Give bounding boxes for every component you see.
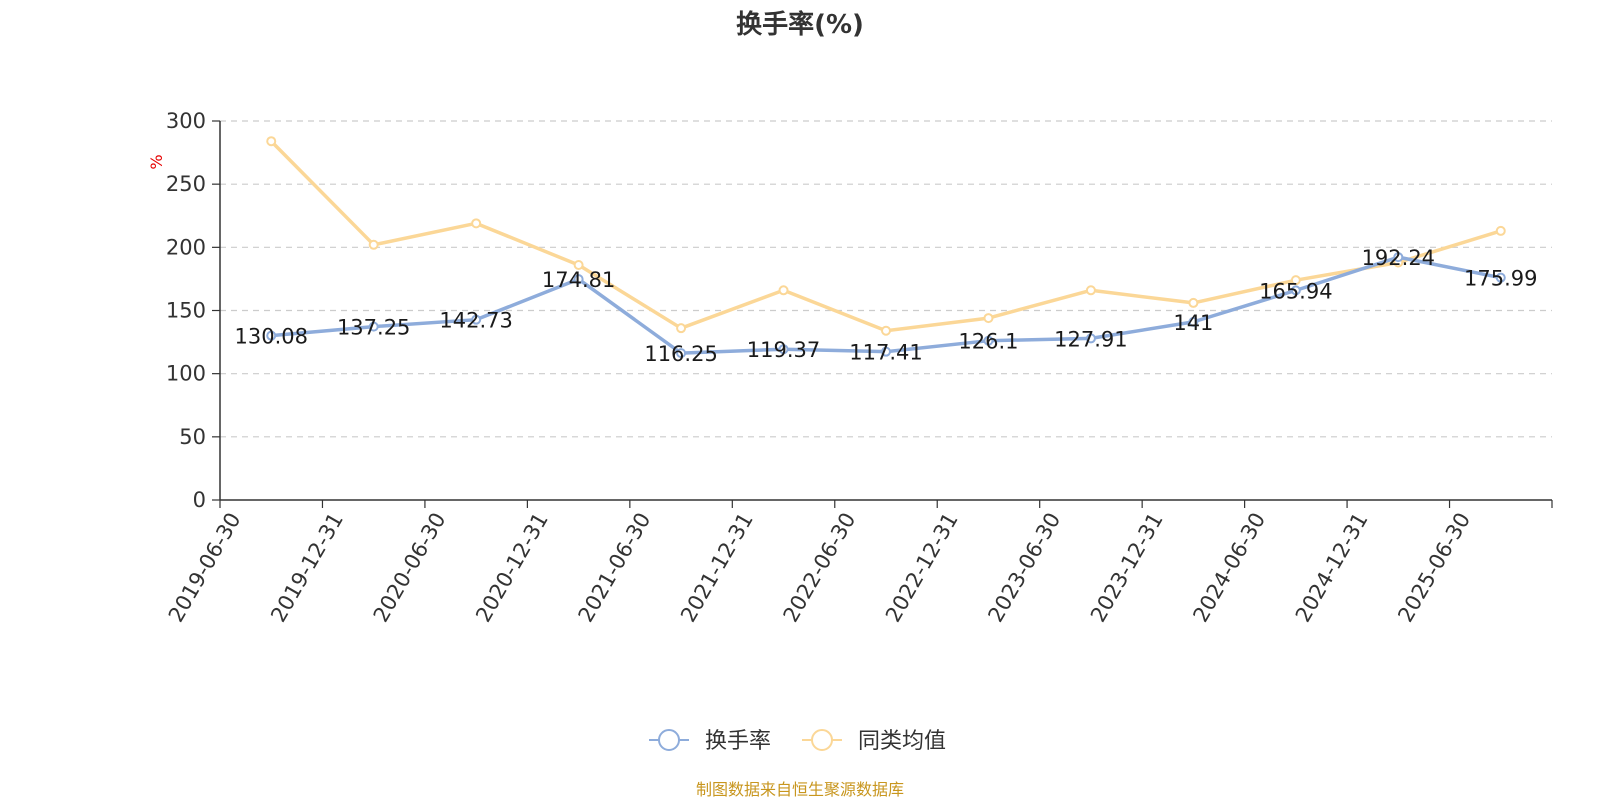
data-label: 119.37 — [747, 338, 820, 362]
x-tick-label: 2024-06-30 — [1188, 509, 1270, 627]
data-label: 141 — [1173, 311, 1213, 335]
data-point — [1188, 316, 1199, 327]
data-point — [676, 348, 687, 359]
x-tick-label: 2021-06-30 — [574, 509, 656, 627]
data-point — [266, 136, 277, 147]
data-point — [1393, 252, 1404, 263]
legend-item-turnover[interactable]: 换手率 — [649, 729, 771, 754]
data-point — [266, 330, 277, 341]
data-label: 137.25 — [337, 316, 410, 340]
x-tick-label: 2020-12-31 — [471, 509, 553, 627]
x-tick-label: 2025-06-30 — [1393, 509, 1475, 627]
series-lines — [266, 136, 1506, 359]
data-point — [1290, 285, 1301, 296]
data-point — [573, 260, 584, 271]
data-label: 116.25 — [644, 342, 717, 366]
data-point — [471, 314, 482, 325]
data-label: 175.99 — [1464, 267, 1537, 291]
data-point — [471, 218, 482, 229]
data-point — [676, 323, 687, 334]
x-tick-label: 2021-12-31 — [676, 509, 758, 627]
source-note: 制图数据来自恒生聚源数据库 — [696, 780, 904, 799]
legend-swatch-marker — [811, 729, 833, 751]
x-tick-label: 2024-12-31 — [1291, 509, 1373, 627]
data-label: 126.1 — [958, 330, 1018, 354]
y-tick-label: 0 — [193, 488, 206, 512]
data-point — [983, 335, 994, 346]
y-tick-label: 300 — [166, 109, 206, 133]
data-point — [1085, 285, 1096, 296]
x-tick-label: 2019-06-30 — [164, 509, 246, 627]
legend-item-peer-average[interactable]: 同类均值 — [802, 729, 946, 754]
data-point — [1495, 225, 1506, 236]
x-tick-label: 2022-12-31 — [881, 509, 963, 627]
legend-label-turnover: 换手率 — [705, 729, 771, 754]
chart-title: 换手率(%) — [736, 9, 864, 40]
data-point — [881, 325, 891, 336]
data-label: 165.94 — [1259, 279, 1332, 303]
data-point — [1495, 272, 1506, 283]
data-point — [778, 285, 789, 296]
y-tick-label: 200 — [166, 235, 206, 259]
data-label: 174.81 — [542, 268, 615, 292]
data-point — [778, 344, 789, 355]
x-tick-label: 2019-12-31 — [266, 509, 348, 627]
legend-label-peer-average: 同类均值 — [858, 729, 946, 754]
legend-swatch-marker — [658, 729, 680, 751]
data-label: 192.24 — [1362, 246, 1435, 270]
data-point — [368, 239, 379, 250]
x-tick-label: 2023-06-30 — [983, 509, 1065, 627]
x-tick-label: 2022-06-30 — [779, 509, 861, 627]
data-point — [881, 346, 891, 357]
data-point — [573, 274, 584, 285]
y-tick-label: 250 — [166, 172, 206, 196]
x-tick-label: 2020-06-30 — [369, 508, 451, 626]
series-line-turnover — [271, 255, 1502, 355]
legend: 换手率 同类均值 — [649, 729, 946, 754]
grid-lines — [220, 120, 1552, 438]
data-point — [1290, 275, 1301, 286]
data-labels: 130.08 137.25 142.73 174.81 116.25 119.37 117.… — [234, 246, 1537, 366]
axes: 0 50 100 150 200 250 300 2019-06-30 2019-12-31 20… — [164, 109, 1553, 627]
data-point — [983, 313, 994, 324]
data-label: 127.91 — [1054, 327, 1127, 351]
data-label: 130.08 — [234, 325, 307, 349]
data-label: 142.73 — [439, 309, 512, 333]
y-axis-unit: % — [147, 154, 166, 169]
y-tick-label: 100 — [166, 362, 206, 386]
y-tick-label: 150 — [166, 299, 206, 323]
x-tick-label: 2023-12-31 — [1086, 509, 1168, 627]
data-label: 117.41 — [849, 341, 922, 365]
data-point — [1188, 297, 1199, 308]
data-point — [1085, 333, 1096, 344]
data-point — [368, 321, 379, 332]
y-tick-label: 50 — [179, 425, 206, 449]
